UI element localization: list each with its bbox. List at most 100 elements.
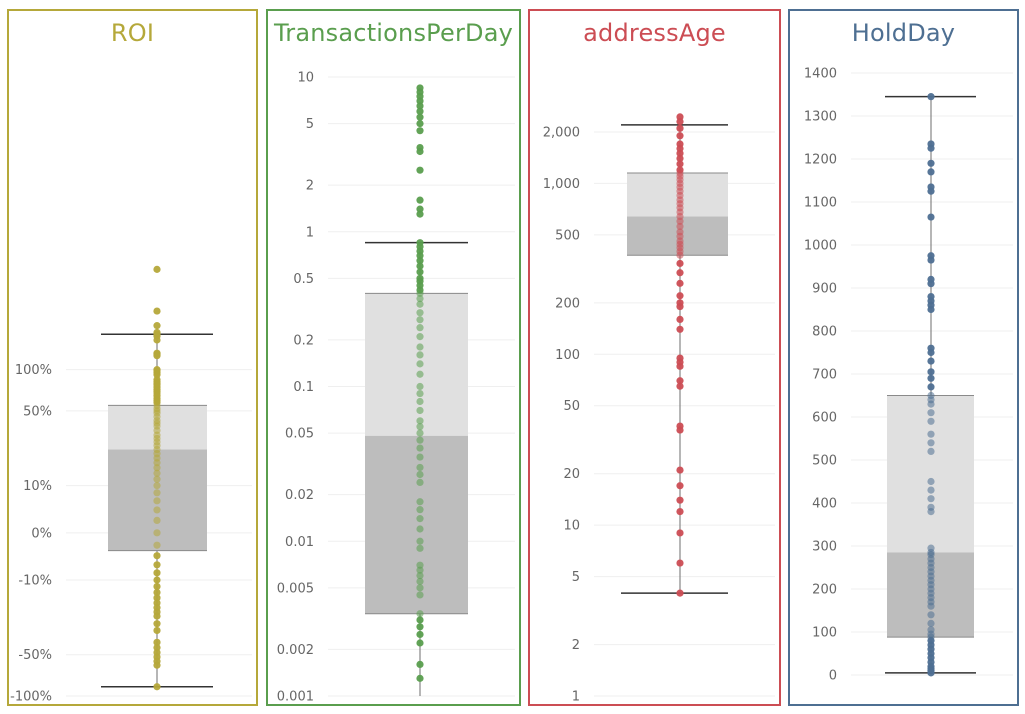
- y-tick-label: 200: [812, 583, 837, 598]
- data-point: [676, 529, 684, 537]
- data-point: [676, 132, 684, 140]
- data-point: [153, 552, 161, 560]
- data-point: [416, 630, 424, 639]
- hold-day-boxplot: 1400130012001100100090080070060050040030…: [804, 67, 1013, 684]
- transactions-per-day-chart-title: TransactionsPerDay: [273, 19, 514, 47]
- y-tick-label: 50: [563, 399, 580, 414]
- data-point: [927, 477, 935, 486]
- data-point: [153, 561, 161, 569]
- data-point: [416, 389, 424, 398]
- data-point: [416, 333, 424, 341]
- y-tick-label: 5: [306, 117, 314, 132]
- address-age-chart-panel: addressAge 2,000 1,000 500 200 100 50 20 10 5 2 1: [528, 9, 781, 706]
- data-point: [927, 417, 935, 425]
- data-point: [676, 259, 684, 268]
- y-tick-label: 0%: [31, 526, 52, 541]
- y-tick-label: 1100: [804, 196, 837, 211]
- data-point: [676, 279, 684, 287]
- data-point: [153, 307, 161, 315]
- data-point: [416, 210, 424, 218]
- y-tick-label: 200: [555, 296, 580, 311]
- y-tick-label: 0.02: [285, 488, 314, 503]
- y-tick-label: 10%: [23, 479, 52, 494]
- y-tick-label: 1: [572, 690, 580, 705]
- data-point: [927, 486, 935, 494]
- data-point: [676, 508, 684, 516]
- data-point: [927, 430, 935, 438]
- data-point: [676, 559, 684, 567]
- data-point: [416, 610, 424, 618]
- y-tick-label: -10%: [18, 573, 52, 588]
- data-point: [676, 362, 684, 370]
- data-point: [153, 582, 161, 591]
- data-point: [416, 257, 424, 265]
- data-point: [416, 147, 424, 156]
- y-tick-label: 10: [297, 71, 314, 86]
- data-point: [676, 292, 684, 300]
- data-point: [416, 674, 424, 682]
- data-point: [416, 591, 424, 599]
- data-point: [153, 626, 161, 635]
- data-point: [416, 470, 424, 479]
- data-point: [676, 466, 684, 474]
- data-point: [927, 348, 935, 357]
- y-tick-label: 0.002: [277, 643, 314, 658]
- address-age-boxplot: 2,000 1,000 500 200 100 50 20 10 5 2 1: [543, 113, 775, 705]
- y-tick-label: 1300: [804, 110, 837, 125]
- data-point: [153, 464, 161, 472]
- y-tick-label: 900: [812, 282, 837, 297]
- y-tick-label: 5: [572, 570, 580, 585]
- data-point: [676, 589, 684, 597]
- y-tick-label: 20: [563, 467, 580, 482]
- data-point: [676, 160, 684, 168]
- data-point: [153, 683, 161, 691]
- data-point: [416, 660, 424, 669]
- data-point: [416, 205, 424, 213]
- data-point: [927, 144, 935, 152]
- y-tick-label: 1400: [804, 67, 837, 82]
- data-point: [416, 370, 424, 378]
- data-point: [416, 119, 424, 128]
- data-point: [153, 322, 161, 330]
- data-point: [416, 584, 424, 592]
- y-tick-label: 1200: [804, 153, 837, 168]
- data-point: [153, 529, 161, 537]
- data-point: [416, 262, 424, 270]
- y-tick-label: 0.2: [293, 333, 314, 348]
- data-point: [153, 459, 161, 467]
- data-point: [416, 436, 424, 444]
- data-point: [416, 351, 424, 359]
- y-tick-label: 50%: [23, 404, 52, 419]
- data-point: [153, 620, 161, 628]
- data-point: [153, 612, 161, 620]
- data-point: [927, 611, 935, 619]
- data-point: [927, 409, 935, 417]
- data-point: [927, 368, 935, 376]
- data-point: [927, 168, 935, 176]
- data-point: [927, 400, 935, 408]
- data-point: [927, 602, 935, 610]
- y-tick-label: 0: [829, 669, 837, 684]
- data-point: [153, 594, 161, 602]
- data-point: [153, 475, 161, 483]
- data-point: [416, 537, 424, 545]
- data-point: [927, 669, 935, 677]
- data-point: [927, 280, 935, 288]
- data-point: [416, 444, 424, 452]
- y-tick-label: 0.005: [277, 581, 314, 596]
- data-point: [927, 305, 935, 314]
- data-point: [676, 426, 684, 434]
- y-tick-label: 0.05: [285, 427, 314, 442]
- data-point: [927, 508, 935, 516]
- y-tick-label: 100: [555, 348, 580, 363]
- data-point: [153, 516, 161, 525]
- data-point: [676, 303, 684, 311]
- roi-chart-title: ROI: [110, 19, 155, 47]
- data-point: [416, 309, 424, 317]
- y-tick-label: 0.5: [293, 272, 314, 287]
- address-age-chart-title: addressAge: [583, 19, 726, 47]
- data-point: [416, 453, 424, 461]
- data-point: [416, 463, 424, 472]
- data-point: [416, 397, 424, 406]
- data-point: [416, 107, 424, 115]
